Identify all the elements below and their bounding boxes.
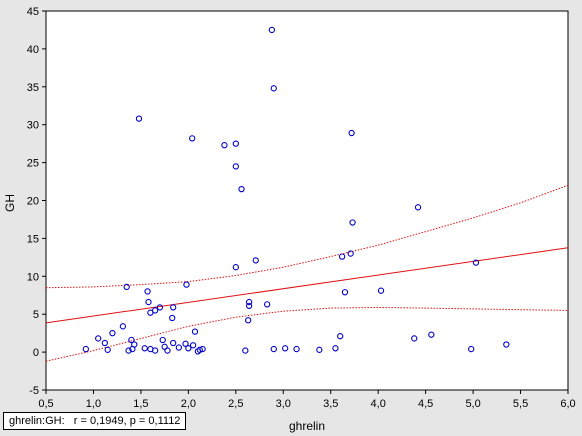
data-point [145, 298, 152, 306]
x-tick-label: 3,0 [276, 398, 291, 410]
data-point [189, 135, 196, 142]
data-point [170, 304, 177, 311]
data-point [293, 345, 300, 353]
x-tick-label: 5,5 [513, 398, 528, 410]
data-point [125, 347, 132, 354]
data-point [95, 335, 102, 342]
y-tick-label: 25 [27, 158, 39, 170]
data-point [101, 339, 108, 347]
data-point [341, 289, 349, 296]
data-point [348, 129, 355, 137]
data-point [337, 333, 344, 340]
data-point [128, 336, 135, 344]
data-point [252, 257, 259, 264]
data-point [151, 307, 159, 314]
x-tick-label: 4,0 [371, 398, 386, 410]
data-point [191, 328, 199, 335]
data-point [170, 339, 177, 347]
data-point [199, 345, 206, 353]
y-tick-label: 30 [27, 120, 39, 132]
data-point [151, 347, 159, 354]
x-tick-label: 4,5 [418, 398, 433, 410]
data-point [82, 345, 90, 353]
y-tick-label: 15 [27, 233, 39, 245]
data-point [316, 346, 323, 353]
data-point [270, 345, 277, 353]
data-point [270, 85, 277, 92]
upper-confidence-line [45, 184, 569, 289]
data-point [164, 347, 171, 354]
data-points [82, 26, 510, 355]
data-point [349, 219, 356, 226]
data-point [332, 345, 339, 352]
correlation-stat-box: ghrelin:GH: r = 0,1949, p = 0,1112 [3, 412, 187, 430]
x-tick-label: 2,5 [228, 398, 243, 410]
x-tick-label: 3,5 [323, 398, 338, 410]
regression-line [45, 247, 569, 324]
data-point [104, 346, 111, 353]
x-tick-label: 5,0 [465, 398, 480, 410]
data-point [141, 345, 148, 352]
data-point [428, 331, 435, 338]
data-point [263, 301, 271, 308]
data-point [242, 347, 249, 354]
data-point [135, 115, 143, 122]
data-point [232, 264, 239, 271]
x-tick-label: 2,0 [181, 398, 196, 410]
plot-area [45, 10, 569, 391]
data-point [175, 344, 183, 351]
data-point [232, 163, 239, 170]
data-point [347, 250, 354, 257]
fit-line [45, 247, 569, 324]
y-tick-label: -5 [29, 385, 39, 397]
y-tick-label: 10 [27, 271, 39, 283]
data-point [245, 317, 252, 324]
data-point [183, 281, 190, 288]
data-point [169, 314, 176, 322]
data-point [282, 345, 289, 352]
y-axis-label: GH [3, 194, 17, 212]
data-point [109, 329, 116, 337]
y-tick-label: 35 [27, 82, 39, 94]
x-axis-label: ghrelin [289, 419, 325, 433]
y-tick-label: 40 [27, 44, 39, 56]
y-tick-label: 45 [27, 6, 39, 18]
data-point [131, 341, 138, 348]
data-point [119, 323, 127, 330]
data-point [232, 140, 239, 147]
data-point [411, 335, 418, 342]
data-point [377, 287, 385, 294]
data-point [245, 298, 253, 306]
x-axis: 0,5 1,0 1,5 2,0 2,5 3,0 3,5 4,0 4,5 5,0 5,5 6,0 [38, 390, 576, 410]
data-point [182, 340, 189, 347]
y-axis: -5 0 5 10 15 20 25 30 35 40 45 [27, 6, 46, 397]
x-tick-label: 1,5 [133, 398, 148, 410]
data-point [185, 345, 192, 352]
data-point [196, 346, 203, 353]
data-point [159, 336, 166, 344]
confidence-band [45, 184, 569, 362]
x-tick-label: 1,0 [86, 398, 101, 410]
data-point [238, 185, 245, 193]
y-tick-label: 0 [33, 347, 39, 359]
y-tick-label: 5 [33, 309, 39, 321]
data-point [245, 302, 253, 310]
data-point [468, 345, 475, 353]
data-point [189, 342, 197, 349]
data-point [221, 142, 228, 149]
y-tick-label: 20 [27, 196, 39, 208]
data-point [414, 204, 422, 211]
data-point [338, 253, 346, 260]
data-point [268, 26, 276, 34]
data-point [503, 341, 510, 348]
data-point [156, 304, 164, 311]
x-tick-label: 0,5 [38, 398, 53, 410]
data-point [123, 283, 130, 291]
data-point [472, 259, 480, 266]
data-point [144, 288, 151, 295]
x-tick-label: 6,0 [560, 398, 575, 410]
